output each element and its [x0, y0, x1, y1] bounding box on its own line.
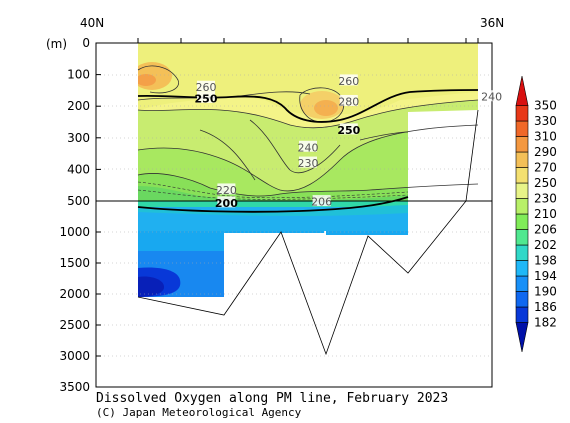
plot-frame: [95, 42, 493, 388]
colorbar-segment: [515, 244, 529, 261]
contour-label: 230: [298, 157, 319, 170]
contour-label: 250: [337, 124, 360, 137]
chart-credit: (C) Japan Meteorological Agency: [96, 406, 302, 419]
colorbar-label: 186: [534, 300, 557, 314]
colorbar-label: 250: [534, 176, 557, 190]
dashed-contours: [137, 181, 409, 200]
colorbar-label: 230: [534, 192, 557, 206]
colorbar-segment: [515, 151, 529, 168]
colorbar-segment: [515, 291, 529, 308]
contour-label: 250: [195, 92, 218, 105]
contour-label-bg: [197, 91, 215, 103]
y-tick-label: 200: [67, 99, 90, 113]
contour-label: 240: [481, 91, 502, 104]
contour-label-bg: [217, 183, 236, 195]
colorbar-segment: [515, 182, 529, 199]
colorbar-segment: [515, 275, 529, 292]
colorbar-segment: [515, 105, 529, 122]
colorbar-segment: [515, 260, 529, 277]
y-tick-label: 300: [67, 131, 90, 145]
contour-label: 220: [216, 184, 237, 197]
colorbar-label: 198: [534, 254, 557, 268]
x-label-left: 40N: [80, 16, 104, 30]
top-ticks: [137, 38, 479, 43]
colorbar-segment: [515, 213, 529, 230]
contour-label: 206: [311, 196, 332, 209]
contour-label-bg: [217, 196, 236, 208]
colorbar-label: 182: [534, 316, 557, 330]
deep-min-inner: [138, 276, 165, 297]
y-tick-label: 3000: [59, 349, 90, 363]
y-tick-label: 100: [67, 68, 90, 82]
y-tick-label: 1000: [59, 225, 90, 239]
y-tick-label: 0: [82, 36, 90, 50]
colorbar-segment: [515, 75, 529, 106]
band-202: [138, 205, 408, 216]
contour-label: 240: [298, 141, 319, 154]
y-tick-label: 1500: [59, 256, 90, 270]
colorbar-label: 210: [534, 207, 557, 221]
colorbar-segment: [515, 136, 529, 153]
colorbar-label: 270: [534, 161, 557, 175]
y-tick-label: 400: [67, 162, 90, 176]
colorbar-label: 310: [534, 130, 557, 144]
colorbar-label: 290: [534, 145, 557, 159]
max-center-inner: [314, 100, 338, 116]
x-label-right: 36N: [480, 16, 504, 30]
bottom-topography: [137, 109, 479, 356]
contour-label: 260: [338, 75, 359, 88]
y-tick-label: 2500: [59, 318, 90, 332]
contour-label-bg: [197, 80, 215, 92]
colorbar-label: 330: [534, 114, 557, 128]
colorbar-label: 350: [534, 99, 557, 113]
max-left-inner: [138, 74, 156, 86]
y-axis-unit: (m): [46, 37, 67, 51]
colorbar-label: 194: [534, 269, 557, 283]
colorbar-label: 190: [534, 285, 557, 299]
y-tick-label: 3500: [59, 380, 90, 394]
y-tick-labels: 0 100 200 300 400 500 1000 1500 2000 2500 3000 3500: [59, 36, 101, 394]
y-tick-label: 500: [67, 194, 90, 208]
contour-label-bg: [339, 123, 358, 135]
band-230-240: [138, 125, 478, 201]
lower-fill: [138, 201, 408, 297]
y-tick-label: 2000: [59, 287, 90, 301]
contour-label-bg: [312, 195, 331, 207]
upper-fill: [138, 43, 478, 201]
contour-label: 260: [196, 81, 217, 94]
colorbar-segment: [515, 229, 529, 246]
colorbar-label: 206: [534, 223, 557, 237]
chart-title: Dissolved Oxygen along PM line, February…: [96, 391, 449, 406]
colorbar-segment: [515, 167, 529, 184]
colorbar-segment: [515, 322, 529, 353]
colorbar-segment: [515, 198, 529, 215]
contour-label-bg: [482, 90, 501, 102]
contour-label-bg: [339, 74, 358, 86]
contour-label-bg: [339, 94, 358, 106]
colorbar-segment: [515, 120, 529, 137]
colorbar-segment: [515, 306, 529, 323]
contour-label-bg: [299, 140, 317, 152]
contour-label: 200: [215, 197, 238, 210]
contour-label: 280: [338, 95, 359, 108]
colorbar-label: 202: [534, 238, 557, 252]
missing-right: [408, 110, 478, 201]
band-210-220: [138, 186, 478, 201]
contour-label-bg: [299, 156, 317, 168]
